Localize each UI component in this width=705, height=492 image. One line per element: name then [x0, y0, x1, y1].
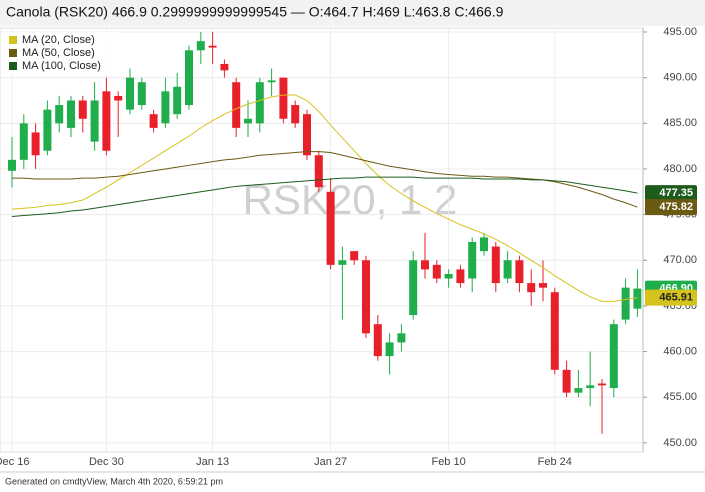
candle-body: [574, 388, 583, 393]
ma-line: [12, 151, 638, 208]
candle-body: [137, 82, 146, 106]
candle-body: [279, 77, 288, 119]
y-tick-label: 455.00: [663, 391, 697, 403]
candle-body: [90, 100, 99, 142]
x-tick-label: Feb 10: [431, 456, 465, 468]
marks: [8, 32, 642, 434]
footer: Generated on cmdtyView, March 4th 2020, …: [5, 476, 223, 486]
legend-swatch: [9, 36, 17, 44]
candle-body: [244, 118, 252, 124]
candle-body: [78, 100, 87, 119]
candle-body: [609, 324, 618, 389]
candle-body: [409, 260, 418, 316]
candle-body: [444, 273, 453, 279]
candle-body: [326, 191, 335, 265]
candle-body: [291, 105, 300, 124]
candle-body: [598, 383, 606, 386]
price-label: 465.91: [659, 292, 693, 304]
grid: [0, 28, 643, 452]
price-label-box: [645, 199, 697, 216]
candle-body: [196, 41, 205, 51]
legend-swatch: [9, 62, 17, 70]
candle-body: [19, 123, 28, 160]
price-label-box: [645, 289, 697, 306]
candle-body: [633, 288, 642, 309]
candle-body: [397, 333, 406, 343]
candle-body: [621, 287, 630, 320]
x-tick-label: Dec 16: [0, 456, 29, 468]
candle-body: [432, 264, 441, 279]
legend-box: [5, 32, 117, 74]
y-tick-label: 460.00: [663, 345, 697, 357]
candle-body: [421, 260, 429, 270]
candle-body: [503, 260, 512, 279]
candle-body: [185, 50, 193, 106]
price-label: 475.82: [659, 201, 693, 213]
candle-body: [338, 260, 347, 265]
y-tick-label: 450.00: [663, 437, 697, 449]
x-tick-label: Dec 30: [89, 456, 124, 468]
candle-body: [102, 91, 111, 151]
candle-body: [539, 283, 547, 288]
candle-body: [303, 114, 311, 156]
y-tick-label: 485.00: [663, 117, 697, 129]
candle-body: [480, 237, 488, 252]
legend-label: MA (100, Close): [22, 60, 101, 72]
candle-body: [67, 100, 75, 128]
candle-body: [161, 91, 170, 124]
candle-body: [527, 283, 536, 293]
candle-body: [385, 342, 394, 357]
candle-body: [314, 155, 323, 188]
candle-body: [43, 109, 52, 151]
candle-body: [562, 369, 571, 393]
legend-label: MA (50, Close): [22, 47, 95, 59]
candle-body: [586, 385, 595, 389]
candle-body: [550, 292, 559, 370]
candle-body: [255, 82, 264, 124]
legend: MA (20, Close)MA (50, Close)MA (100, Clo…: [5, 32, 117, 74]
candle-body: [468, 242, 477, 279]
candle-body: [515, 260, 524, 284]
candle-body: [267, 80, 276, 83]
y-tick-label: 480.00: [663, 163, 697, 175]
candle-body: [8, 159, 16, 171]
legend-swatch: [9, 49, 17, 57]
candle-body: [350, 251, 359, 261]
candle-body: [220, 63, 229, 71]
candle-body: [173, 86, 182, 115]
candle-body: [208, 45, 217, 48]
candle-body: [491, 246, 500, 284]
price-label: 477.35: [659, 187, 693, 199]
candle-body: [126, 77, 134, 110]
y-tick-label: 495.00: [663, 26, 697, 38]
candle-body: [456, 269, 465, 284]
candle-body: [114, 95, 123, 101]
candle-body: [373, 324, 382, 357]
candle-body: [362, 260, 370, 334]
y-tick-label: 490.00: [663, 72, 697, 84]
watermark: RSK20, 1 2: [243, 176, 458, 223]
ma-line: [11, 94, 638, 302]
ma-line: [11, 176, 638, 217]
candle-body: [31, 132, 40, 156]
candle-body: [149, 114, 158, 128]
y-tick-label: 470.00: [663, 254, 697, 266]
chart-title: Canola (RSK20) 466.9 0.2999999999999545 …: [6, 4, 504, 20]
candle-body: [55, 105, 64, 124]
legend-label: MA (20, Close): [22, 34, 95, 46]
header-bar: [0, 0, 705, 26]
x-tick-label: Jan 13: [196, 456, 229, 468]
price-label-box: [645, 185, 697, 202]
x-tick-label: Jan 27: [314, 456, 347, 468]
candle-body: [232, 82, 241, 128]
x-tick-label: Feb 24: [538, 456, 572, 468]
